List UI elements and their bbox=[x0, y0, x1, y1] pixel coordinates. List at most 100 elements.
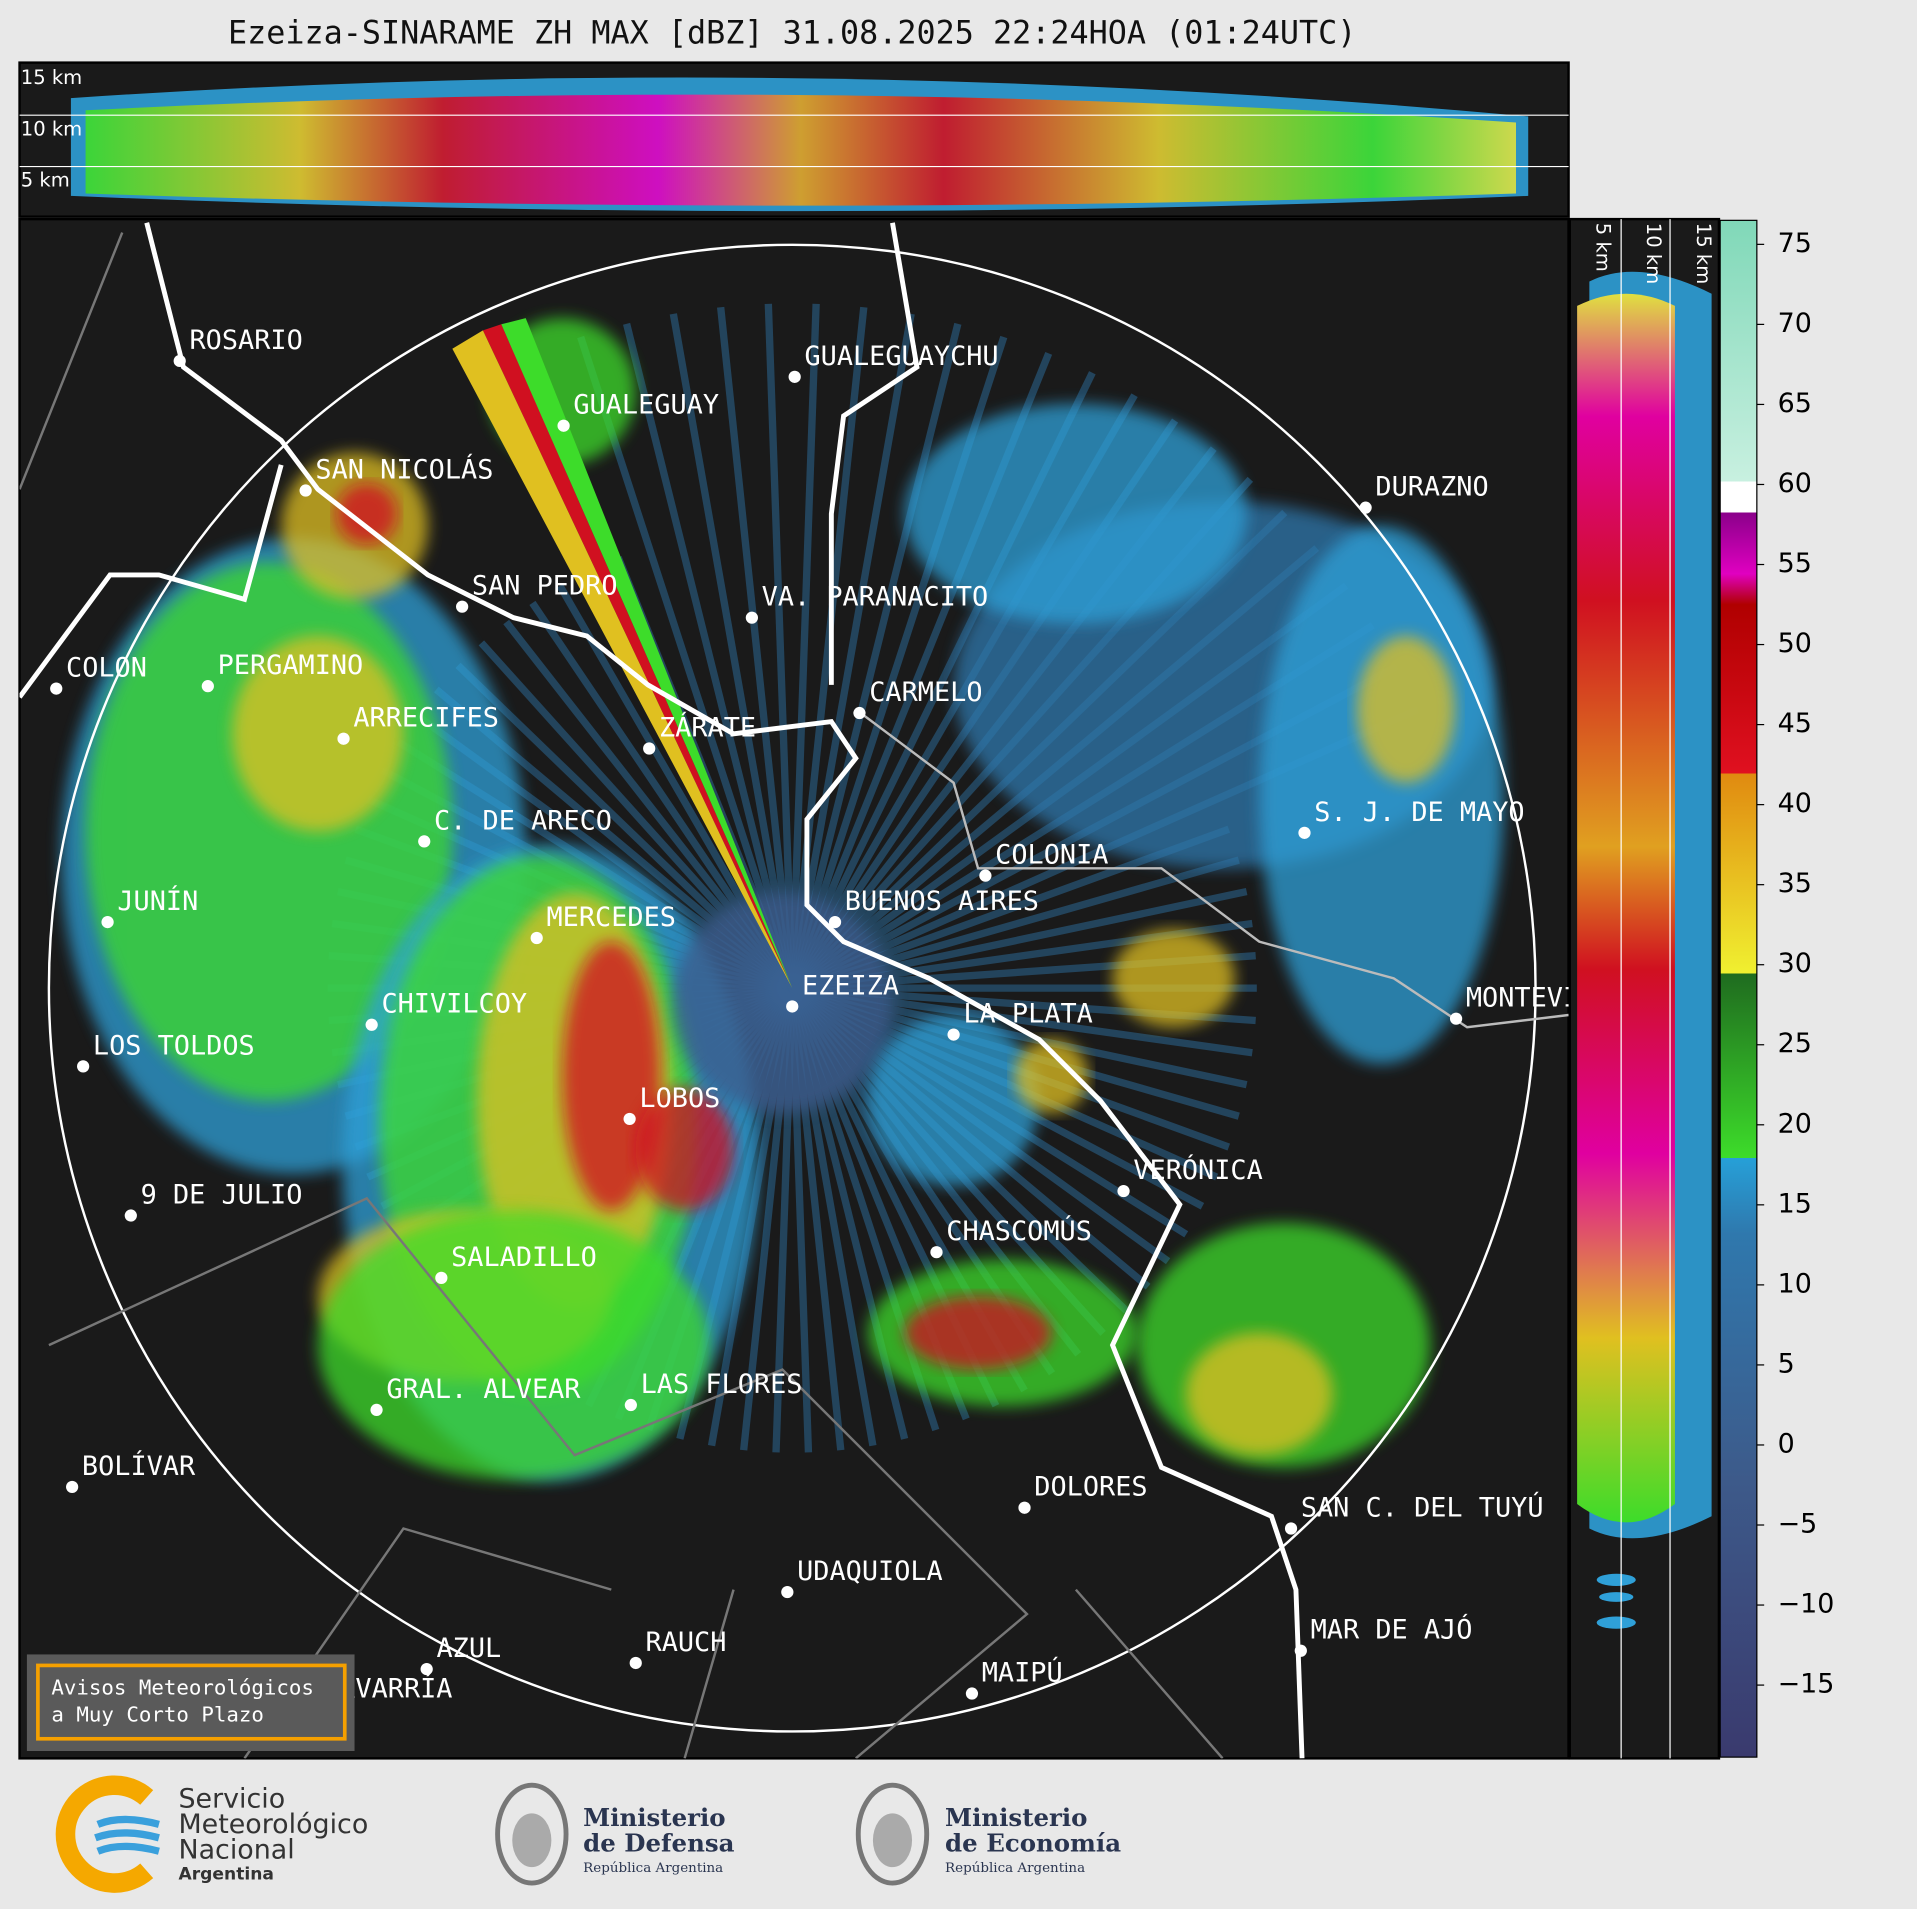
radar-echo bbox=[635, 1088, 734, 1211]
city-dot bbox=[947, 1028, 960, 1041]
colorbar-tick-label: 75 bbox=[1778, 228, 1812, 259]
city-label: VERÓNICA bbox=[1133, 1154, 1262, 1186]
city-label: COLONIA bbox=[995, 840, 1108, 871]
city-dot bbox=[77, 1060, 90, 1073]
city-dot bbox=[299, 484, 312, 497]
radar-echo bbox=[232, 636, 404, 832]
city-label: VA. PARANACITO bbox=[762, 582, 989, 613]
radar-ray bbox=[577, 335, 796, 990]
colorbar-tick-label: 55 bbox=[1778, 548, 1812, 579]
radar-ray bbox=[788, 306, 868, 989]
radar-beam bbox=[501, 318, 793, 989]
radar-echo bbox=[904, 403, 1248, 624]
city-label: MAR DE AJÓ bbox=[1311, 1614, 1473, 1646]
city-label: UDAQUIOLA bbox=[797, 1556, 943, 1587]
city-label: C. DE ARECO bbox=[434, 805, 612, 836]
city-dot bbox=[418, 835, 431, 848]
city-label: SAN PEDRO bbox=[472, 571, 618, 602]
city-label: JUNÍN bbox=[117, 885, 198, 917]
radar-ray bbox=[788, 313, 915, 989]
city-dot bbox=[66, 1480, 79, 1494]
city-dot bbox=[101, 915, 114, 929]
city-dot bbox=[435, 1271, 448, 1284]
radar-beam bbox=[452, 330, 793, 989]
colorbar-tick-label: 60 bbox=[1778, 468, 1812, 499]
city-dot bbox=[530, 931, 543, 945]
boundary bbox=[19, 232, 1224, 1759]
height-label: 15 km bbox=[1692, 223, 1715, 284]
city-label: DURAZNO bbox=[1375, 472, 1488, 503]
city-dot bbox=[623, 1112, 636, 1126]
radar-beam bbox=[482, 324, 793, 989]
colorbar-tick-label: −10 bbox=[1778, 1589, 1835, 1620]
city-dot bbox=[828, 915, 842, 929]
ministry-text: de Economía bbox=[945, 1829, 1121, 1858]
radar-echo bbox=[904, 1296, 1052, 1370]
city-label: ZÁRATE bbox=[659, 711, 756, 743]
radar-ray bbox=[669, 313, 796, 989]
height-label: 15 km bbox=[21, 66, 82, 89]
city-dot bbox=[50, 682, 63, 695]
city-dot bbox=[1298, 826, 1311, 839]
radar-ray bbox=[764, 303, 796, 989]
radar-echo bbox=[1259, 525, 1504, 1064]
height-label: 10 km bbox=[21, 117, 82, 140]
city-label: GUALEGUAYCHU bbox=[804, 341, 998, 372]
city-label: CHIVILCOY bbox=[381, 989, 527, 1020]
city-dot bbox=[456, 600, 469, 613]
city-label: LAS FLORES bbox=[641, 1369, 803, 1400]
notice-text: a Muy Corto Plazo bbox=[51, 1703, 264, 1727]
colorbar-tick-label: −15 bbox=[1778, 1669, 1835, 1700]
radar-echo bbox=[1112, 929, 1235, 1028]
ministry-text: Ministerio bbox=[945, 1803, 1087, 1832]
city-label: AZUL bbox=[436, 1633, 501, 1664]
colorbar-tick-label: 0 bbox=[1778, 1428, 1795, 1459]
city-label: EZEIZA bbox=[802, 970, 899, 1001]
city-label: PERGAMINO bbox=[218, 650, 364, 681]
city-dot bbox=[124, 1209, 137, 1222]
city-dot bbox=[643, 742, 656, 755]
radar-ray bbox=[788, 322, 962, 990]
city-label: DOLORES bbox=[1034, 1472, 1147, 1503]
city-dot bbox=[1117, 1184, 1130, 1198]
smn-text: Meteorológico bbox=[178, 1809, 368, 1840]
notice-text: Avisos Meteorológicos bbox=[51, 1676, 314, 1700]
colorbar-tick-label: 45 bbox=[1778, 708, 1812, 739]
radar-ray bbox=[717, 306, 796, 989]
colorbar-tick-label: 30 bbox=[1778, 948, 1812, 979]
colorbar-tick-label: 25 bbox=[1778, 1028, 1812, 1059]
height-label: 5 km bbox=[1592, 223, 1615, 272]
city-label: BUENOS AIRES bbox=[845, 886, 1039, 917]
city-dot bbox=[745, 611, 758, 624]
radar-ray bbox=[623, 322, 796, 990]
city-dot bbox=[201, 680, 214, 693]
city-label: BOLÍVAR bbox=[82, 1450, 196, 1482]
city-dot bbox=[337, 732, 350, 745]
city-label: GUALEGUAY bbox=[573, 390, 719, 421]
city-dot bbox=[1294, 1644, 1307, 1657]
radar-ray bbox=[788, 303, 820, 989]
city-label: LOS TOLDOS bbox=[93, 1030, 255, 1061]
city-dot bbox=[788, 370, 801, 383]
city-dot bbox=[557, 419, 570, 432]
city-dot bbox=[853, 706, 866, 720]
radar-echo bbox=[868, 1015, 1040, 1187]
top-panel: 15 km 10 km 5 km bbox=[18, 61, 1570, 218]
city-dot bbox=[979, 869, 992, 882]
radar-echo bbox=[336, 483, 398, 545]
city-dot bbox=[781, 1585, 794, 1599]
city-label: SALADILLO bbox=[451, 1242, 597, 1273]
city-dot bbox=[786, 1000, 799, 1013]
height-label: 10 km bbox=[1642, 223, 1665, 284]
ministry-text: de Defensa bbox=[583, 1829, 734, 1858]
side-panel: 5 km 10 km 15 km bbox=[1568, 217, 1721, 1760]
city-label: S. J. DE MAYO bbox=[1314, 797, 1524, 828]
city-dot bbox=[1359, 501, 1372, 514]
city-label: LOBOS bbox=[639, 1083, 720, 1114]
ministry-text: Ministerio bbox=[583, 1803, 725, 1832]
city-label: MAIPÚ bbox=[982, 1656, 1063, 1688]
map-panel: ROSARIO GUALEGUAYCHU GUALEGUAY SAN NICOLÁS D… bbox=[18, 217, 1570, 1760]
